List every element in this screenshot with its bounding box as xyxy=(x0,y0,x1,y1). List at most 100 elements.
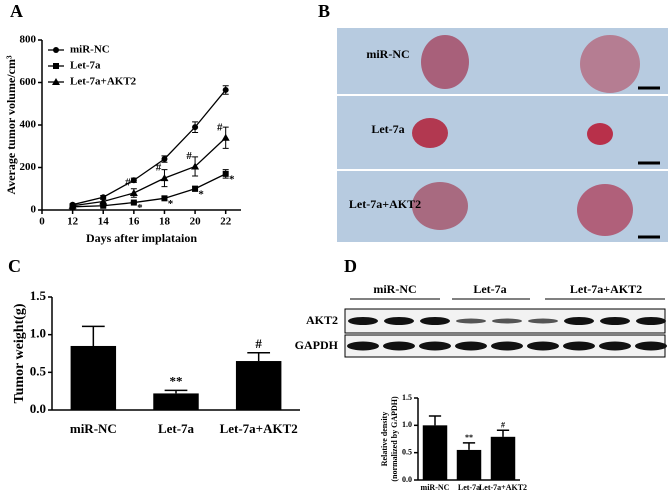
data-point xyxy=(192,185,199,192)
series-line xyxy=(72,137,227,207)
x-tick-label: miR-NC xyxy=(70,421,117,436)
point-label: * xyxy=(137,202,143,214)
tumor xyxy=(412,182,468,230)
x-tick-label: Let-7a+AKT2 xyxy=(220,421,298,436)
bar-label: # xyxy=(255,336,262,351)
band xyxy=(455,341,487,351)
data-point xyxy=(130,177,137,184)
x-tick-label: 12 xyxy=(67,216,79,228)
legend-marker xyxy=(52,78,60,85)
panel-label: B xyxy=(318,1,330,21)
y-tick-label: 0.0 xyxy=(402,475,412,484)
band xyxy=(636,317,666,325)
data-point xyxy=(129,189,138,196)
band xyxy=(383,341,415,351)
point-label: # xyxy=(156,162,162,174)
band xyxy=(456,318,486,324)
y-axis-label: Average tumor volume/cm³ xyxy=(4,55,18,195)
y-tick-label: 0.5 xyxy=(30,363,47,378)
legend-label: Let-7a xyxy=(70,60,101,72)
data-point xyxy=(100,194,107,201)
group-label: Let-7a+AKT2 xyxy=(570,282,642,296)
data-point xyxy=(100,202,107,209)
y-tick-label: 1.5 xyxy=(402,393,412,402)
band xyxy=(528,318,558,324)
x-tick-label: 20 xyxy=(190,216,202,228)
y-axis-label: Relative density xyxy=(380,412,389,466)
group-label: miR-NC xyxy=(373,282,416,296)
legend-marker xyxy=(53,63,59,69)
bar xyxy=(70,345,117,410)
bar-label: # xyxy=(501,420,505,429)
bar xyxy=(456,449,482,480)
error-bar xyxy=(462,442,476,450)
bar xyxy=(490,436,516,480)
data-point xyxy=(161,156,168,162)
x-axis-label: Days after implataion xyxy=(86,231,197,245)
y-tick-label: 1.0 xyxy=(402,420,412,429)
y-axis-label: (normalized by GAPDH) xyxy=(390,396,399,482)
error-bar xyxy=(496,429,510,437)
point-label: # xyxy=(125,177,131,189)
x-tick-label: 16 xyxy=(128,216,140,228)
data-point xyxy=(160,174,169,182)
data-point xyxy=(222,86,229,93)
panel-label: D xyxy=(344,256,357,276)
series-line xyxy=(72,89,227,206)
tumor-photo: B miR-NC Let-7a Let-7a+AKT2 xyxy=(318,1,668,242)
band xyxy=(635,341,667,351)
band xyxy=(564,317,594,325)
data-point xyxy=(161,195,168,202)
data-point xyxy=(192,124,199,131)
data-point xyxy=(130,199,137,206)
band xyxy=(419,341,451,351)
row-label: GAPDH xyxy=(295,338,339,352)
tumor xyxy=(412,118,448,148)
x-tick-label: miR-NC xyxy=(421,483,450,492)
y-tick-label: 1.5 xyxy=(30,288,47,303)
x-tick-label: 22 xyxy=(220,216,232,228)
point-label: * xyxy=(168,198,174,210)
legend-label: Let-7a+AKT2 xyxy=(70,76,137,88)
band xyxy=(420,317,450,325)
data-point xyxy=(191,162,200,170)
y-axis-label: Tumor weight(g) xyxy=(12,303,27,403)
tumor xyxy=(580,35,640,93)
bar xyxy=(235,361,282,410)
panel-label: C xyxy=(8,256,21,276)
y-tick-label: 200 xyxy=(20,161,37,173)
tumor xyxy=(587,123,613,145)
bar xyxy=(153,393,199,410)
row-label: AKT2 xyxy=(306,313,338,327)
western-blot: D miR-NC Let-7a Let-7a+AKT2 AKT2 GAPDH xyxy=(295,256,667,358)
x-tick-label: 0 xyxy=(39,216,45,228)
y-tick-label: 0.0 xyxy=(30,401,46,416)
y-tick-label: 400 xyxy=(20,119,37,131)
error-bar xyxy=(81,325,105,346)
point-label: * xyxy=(198,188,204,200)
tumor xyxy=(421,35,469,89)
legend-marker xyxy=(53,47,59,53)
data-point xyxy=(222,170,229,177)
panel-label: A xyxy=(10,1,23,21)
data-point xyxy=(221,133,230,141)
group-label: Let-7a xyxy=(473,282,506,296)
error-bar xyxy=(164,389,188,394)
series-line xyxy=(72,173,226,208)
y-tick-label: 0.5 xyxy=(402,447,412,456)
bar xyxy=(422,425,448,480)
y-tick-label: 1.0 xyxy=(30,326,46,341)
band xyxy=(600,317,630,325)
data-point xyxy=(68,201,77,209)
point-label: * xyxy=(229,173,235,185)
legend-label: miR-NC xyxy=(70,44,110,56)
band xyxy=(599,341,631,351)
band xyxy=(384,317,414,325)
data-point xyxy=(99,197,108,205)
bar-label: ** xyxy=(465,433,473,442)
y-tick-label: 0 xyxy=(31,204,37,216)
x-tick-label: Let-7a xyxy=(458,483,480,492)
x-tick-label: 18 xyxy=(159,216,171,228)
point-label: # xyxy=(186,150,192,162)
